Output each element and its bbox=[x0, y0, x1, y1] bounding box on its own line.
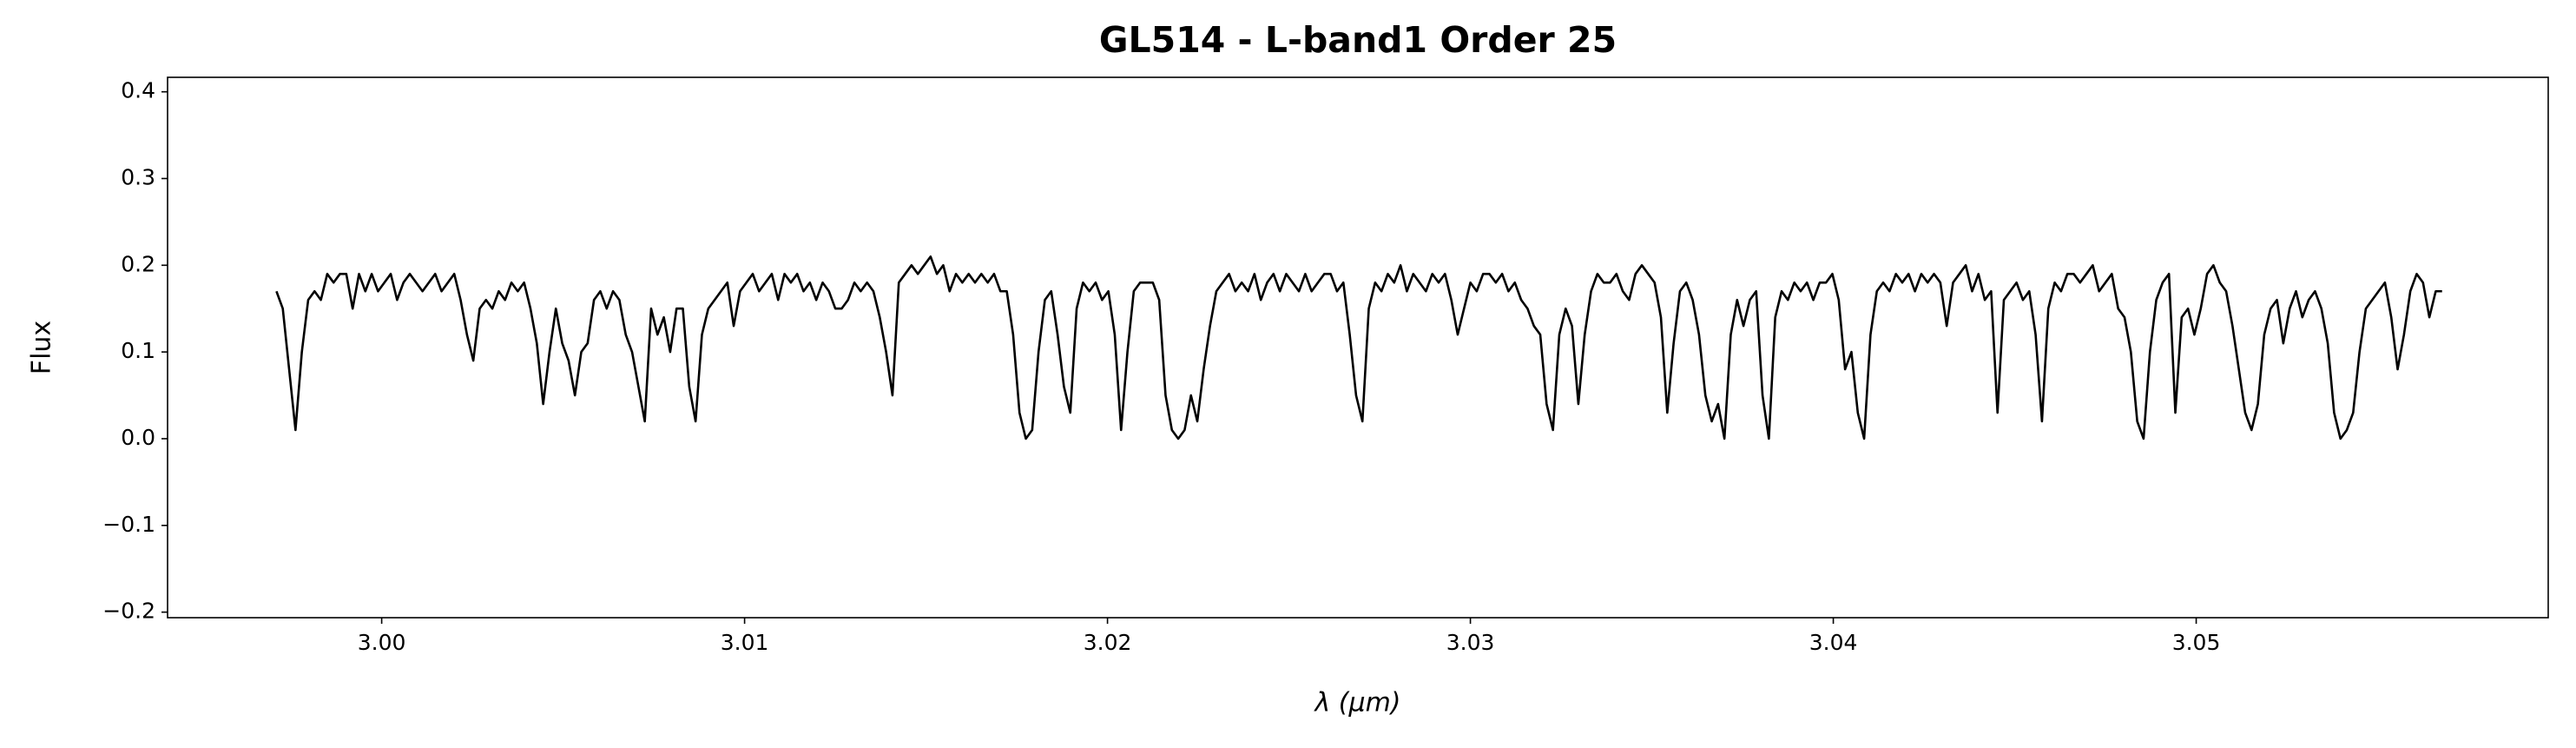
x-tick-label: 3.00 bbox=[358, 630, 406, 655]
y-tick-label: −0.1 bbox=[102, 512, 155, 537]
y-tick-label: 0.1 bbox=[121, 338, 155, 363]
x-tick-label: 3.04 bbox=[1809, 630, 1858, 655]
y-tick-label: 0.3 bbox=[121, 164, 155, 189]
x-tick-label: 3.05 bbox=[2172, 630, 2221, 655]
plot-frame bbox=[167, 76, 2549, 619]
y-tick-label: 0.2 bbox=[121, 251, 155, 276]
x-tick-label: 3.01 bbox=[721, 630, 769, 655]
chart-title: GL514 - L-band1 Order 25 bbox=[1099, 19, 1617, 61]
spectrum-line bbox=[275, 255, 2442, 440]
y-tick-label: 0.4 bbox=[121, 78, 155, 103]
y-axis-label: Flux bbox=[27, 321, 57, 374]
y-tick-label: 0.0 bbox=[121, 425, 155, 450]
x-tick-label: 3.03 bbox=[1446, 630, 1495, 655]
x-tick-label: 3.02 bbox=[1084, 630, 1132, 655]
y-tick-label: −0.2 bbox=[102, 599, 155, 624]
x-axis-label: λ (μm) bbox=[1313, 688, 1400, 718]
